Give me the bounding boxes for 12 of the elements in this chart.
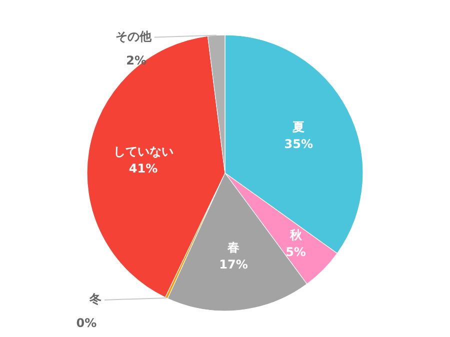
slice-label: 夏 — [292, 120, 305, 134]
data-label: 35% — [284, 137, 314, 152]
slice-label: その他 — [115, 29, 152, 44]
data-label: 5% — [286, 244, 306, 259]
data-label: 2% — [126, 53, 147, 68]
slice-label: していない — [113, 144, 174, 159]
data-label: 0% — [76, 316, 97, 330]
slice-label: 春 — [226, 240, 240, 254]
slice-label: 冬 — [88, 292, 102, 306]
data-label: 17% — [219, 257, 248, 272]
data-label: 41% — [128, 162, 158, 176]
slice-label: 秋 — [288, 228, 303, 242]
